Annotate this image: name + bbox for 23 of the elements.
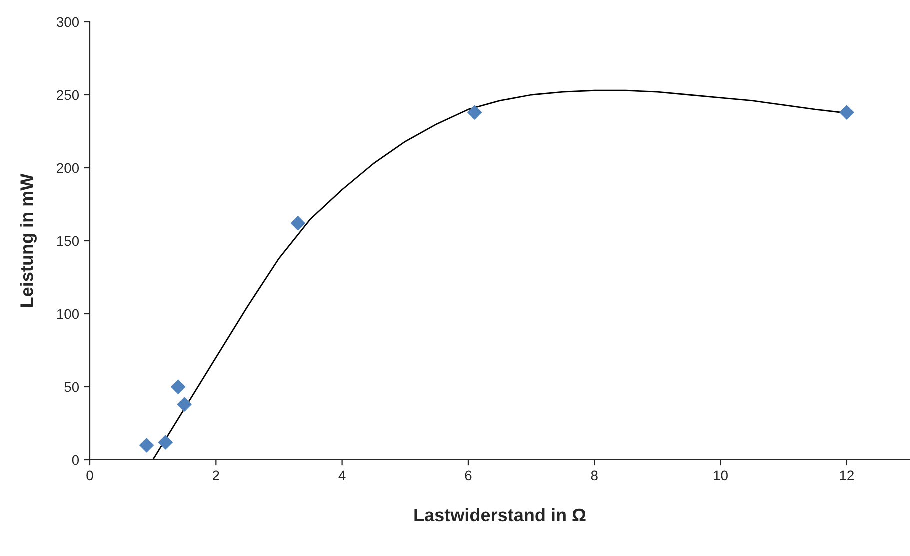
point xyxy=(840,105,854,120)
point xyxy=(177,397,192,412)
point xyxy=(158,435,173,450)
y-axis-title: Leistung in mW xyxy=(20,174,37,307)
point xyxy=(171,380,186,394)
y-tick-label: 150 xyxy=(57,236,80,246)
y-tick-label: 200 xyxy=(57,163,80,174)
x-tick-label: 2 xyxy=(212,470,220,480)
point xyxy=(139,438,154,453)
x-tick-label: 12 xyxy=(840,470,854,480)
point xyxy=(290,216,306,231)
point xyxy=(467,105,482,120)
y-tick-label: 100 xyxy=(57,309,80,320)
y-tick-label: 0 xyxy=(72,455,80,466)
x-tick-label: 6 xyxy=(465,470,472,481)
x-tick-label: 4 xyxy=(338,470,346,480)
x-axis-title: Lastwiderstand in Ω xyxy=(414,508,586,522)
x-tick-label: 0 xyxy=(86,470,94,481)
y-tick-label: 250 xyxy=(57,90,80,100)
y-tick-label: 50 xyxy=(64,382,80,392)
x-tick-label: 10 xyxy=(714,470,728,481)
y-tick-label: 300 xyxy=(56,17,80,28)
x-tick-label: 8 xyxy=(591,470,598,481)
